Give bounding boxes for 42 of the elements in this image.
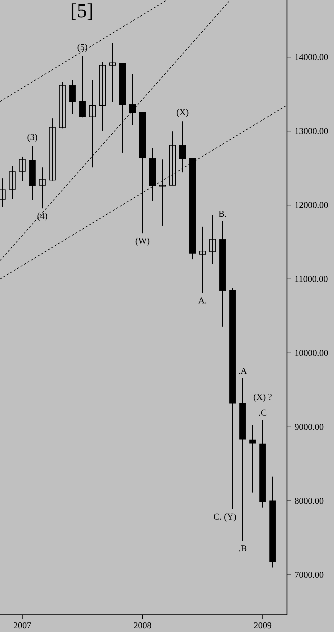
y-tick-label: 14000.00 [295, 54, 328, 60]
candlestick [109, 42, 116, 103]
candlestick [0, 178, 6, 208]
candlestick [9, 166, 16, 200]
candlestick [209, 214, 216, 265]
annotation: (X) [176, 109, 189, 118]
chart-title: [5] [72, 4, 92, 20]
annotation: (4) [38, 212, 48, 221]
y-tick-label: 9000.00 [294, 424, 324, 430]
annotation: (5) [78, 44, 88, 52]
annotation: .A [239, 368, 248, 374]
candlestick [179, 121, 186, 174]
annotation: (X) ? [254, 394, 272, 402]
annotation: (W) [136, 238, 150, 246]
annotation: B. [218, 211, 226, 218]
annotation: .C [259, 410, 266, 416]
y-tick-label: 13000.00 [295, 128, 328, 134]
candlestick [49, 118, 56, 182]
candlestick [39, 167, 46, 210]
y-tick-label: 12000.00 [295, 202, 328, 208]
candlestick [79, 56, 86, 118]
candlestick [99, 62, 106, 132]
candlestick [19, 156, 26, 182]
x-tick-label: 2009 [254, 622, 272, 629]
candlestick [199, 226, 206, 294]
annotation: C. (Y) [214, 514, 236, 522]
annotation: (3) [28, 134, 38, 142]
candlestick [89, 80, 96, 168]
y-tick-label: 8000.00 [295, 498, 324, 504]
annotation: .B [239, 546, 246, 552]
candlestick [169, 131, 176, 186]
candlestick [69, 80, 76, 115]
y-tick-label: 11000.00 [295, 276, 328, 282]
y-tick-label: 10000.00 [295, 350, 328, 356]
candlestick [250, 424, 256, 494]
candlestick [59, 82, 66, 130]
x-tick-label: 2008 [134, 622, 152, 629]
annotation: A. [198, 298, 207, 304]
candlestick [159, 159, 166, 226]
y-tick-label: 7000.00 [295, 572, 324, 578]
x-tick-label: 2007 [14, 622, 32, 629]
candlestick [129, 74, 136, 126]
